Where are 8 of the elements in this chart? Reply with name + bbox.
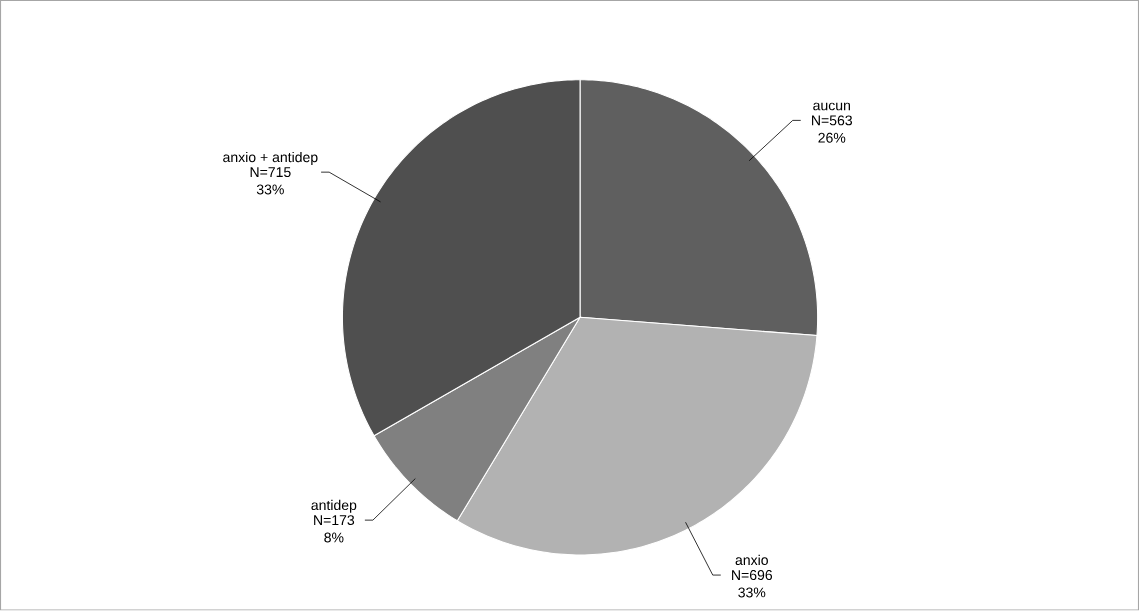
data-label: N=715 33% xyxy=(250,167,291,195)
slice-label: aucun xyxy=(813,102,850,111)
data-label: N=696 33% xyxy=(732,570,773,598)
slice-label: antidep xyxy=(311,499,357,514)
slice-label: anxio + antidep xyxy=(223,152,318,166)
data-label: N=563 26% xyxy=(812,115,853,143)
data-label: N=173 8% xyxy=(314,515,355,543)
slice-label: anxio xyxy=(735,554,768,566)
